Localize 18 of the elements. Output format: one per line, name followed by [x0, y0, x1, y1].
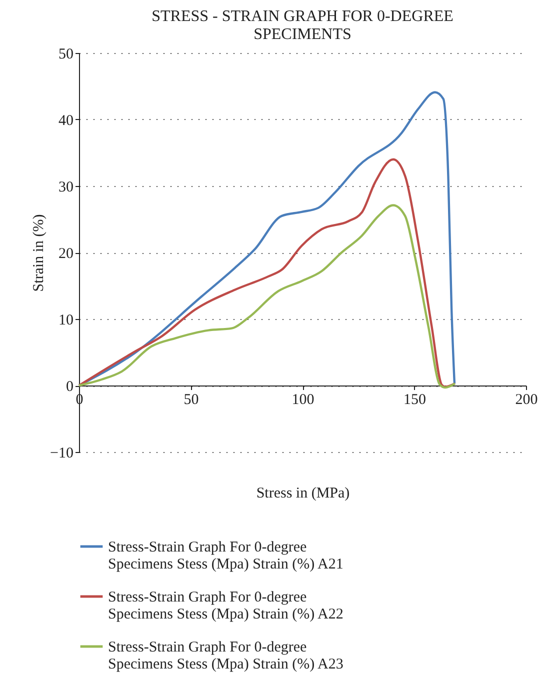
x-tick-label: 50 — [184, 392, 199, 408]
y-axis-title: Strain in (%) — [31, 214, 48, 292]
x-axis-title: Stress in (MPa) — [256, 486, 350, 502]
y-tick-label: 30 — [58, 180, 74, 196]
y-tick-label: 40 — [58, 113, 74, 129]
y-tick-label: 10 — [58, 312, 74, 328]
legend-label: Stress-Strain Graph For 0-degree Specimens Stess (Mpa) Strain (%) A23 — [108, 640, 344, 672]
y-tick-label: 0 — [66, 379, 74, 395]
x-tick-label: 200 — [515, 392, 538, 408]
x-tick-label: 100 — [292, 392, 314, 408]
chart-title: STRESS - STRAIN GRAPH FOR 0-DEGREE SPECIMENTS — [152, 8, 454, 43]
x-tick-label: 150 — [404, 392, 426, 408]
y-tick-label: −10 — [50, 446, 74, 462]
line-series — [78, 204, 456, 389]
y-tick-label: 50 — [58, 46, 74, 62]
legend-label: Stress-Strain Graph For 0-degree Specimens Stess (Mpa) Strain (%) A21 — [108, 540, 344, 572]
y-tick-label: 20 — [58, 246, 74, 262]
legend-label: Stress-Strain Graph For 0-degree Specimens Stess (Mpa) Strain (%) A22 — [108, 590, 344, 622]
